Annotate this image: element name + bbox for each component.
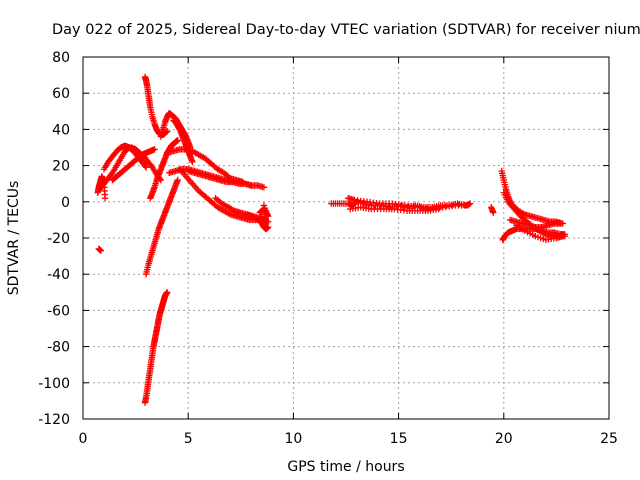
series-arc-late5 xyxy=(506,216,564,231)
data-point xyxy=(97,247,105,254)
data-point xyxy=(557,220,564,227)
series-arc-high xyxy=(141,73,171,139)
data-point xyxy=(151,146,158,153)
y-tick-label: -80 xyxy=(47,340,70,356)
y-tick-label: -40 xyxy=(47,267,70,283)
data-point xyxy=(490,209,497,216)
y-tick-label: -120 xyxy=(38,412,70,428)
y-tick-label: 40 xyxy=(52,122,70,138)
chart-title: Day 022 of 2025, Sidereal Day-to-day VTE… xyxy=(52,22,640,38)
series-arc-mid3 xyxy=(185,167,268,191)
y-tick-label: 80 xyxy=(52,50,70,66)
y-tick-label: -100 xyxy=(38,376,70,392)
series-arc-flat2 xyxy=(344,194,472,213)
x-tick-label: 10 xyxy=(284,431,302,447)
y-tick-label: 0 xyxy=(61,195,70,211)
data-point xyxy=(260,184,268,191)
y-tick-label: -20 xyxy=(47,231,70,247)
data-point xyxy=(101,194,109,202)
x-tick-label: 0 xyxy=(79,431,88,447)
data-point xyxy=(559,232,566,240)
data-point xyxy=(142,164,150,171)
plot-frame xyxy=(82,56,610,420)
x-tick-label: 25 xyxy=(600,431,618,447)
data-point xyxy=(189,158,196,166)
series-arc-late4 xyxy=(487,204,566,244)
x-tick-label: 5 xyxy=(184,431,193,447)
data-marks xyxy=(94,73,569,406)
data-point xyxy=(435,205,442,213)
y-tick-label: -60 xyxy=(47,303,70,319)
series-arc-low xyxy=(141,289,171,406)
series-arc-end xyxy=(243,202,272,233)
y-axis-label: SDTVAR / TECUs xyxy=(6,181,22,296)
y-tick-label: 20 xyxy=(52,159,70,175)
x-axis-label: GPS time / hours xyxy=(287,459,404,475)
data-point xyxy=(141,162,149,170)
series-arc-rise xyxy=(142,176,181,278)
data-point xyxy=(262,220,270,227)
x-tick-label: 15 xyxy=(390,431,408,447)
axis-ticks: 0 5 10 15 20 25 80 60 40 20 0 -20 -40 -60 -80 -100 -120 xyxy=(38,50,618,447)
data-point xyxy=(174,137,181,144)
data-point xyxy=(264,223,272,231)
data-point xyxy=(174,176,181,184)
y-tick-label: 60 xyxy=(52,86,70,102)
data-point xyxy=(163,289,171,296)
series-arc-flat3 xyxy=(347,204,442,215)
x-tick-label: 20 xyxy=(495,431,513,447)
data-point xyxy=(464,202,472,209)
grid xyxy=(83,57,609,419)
